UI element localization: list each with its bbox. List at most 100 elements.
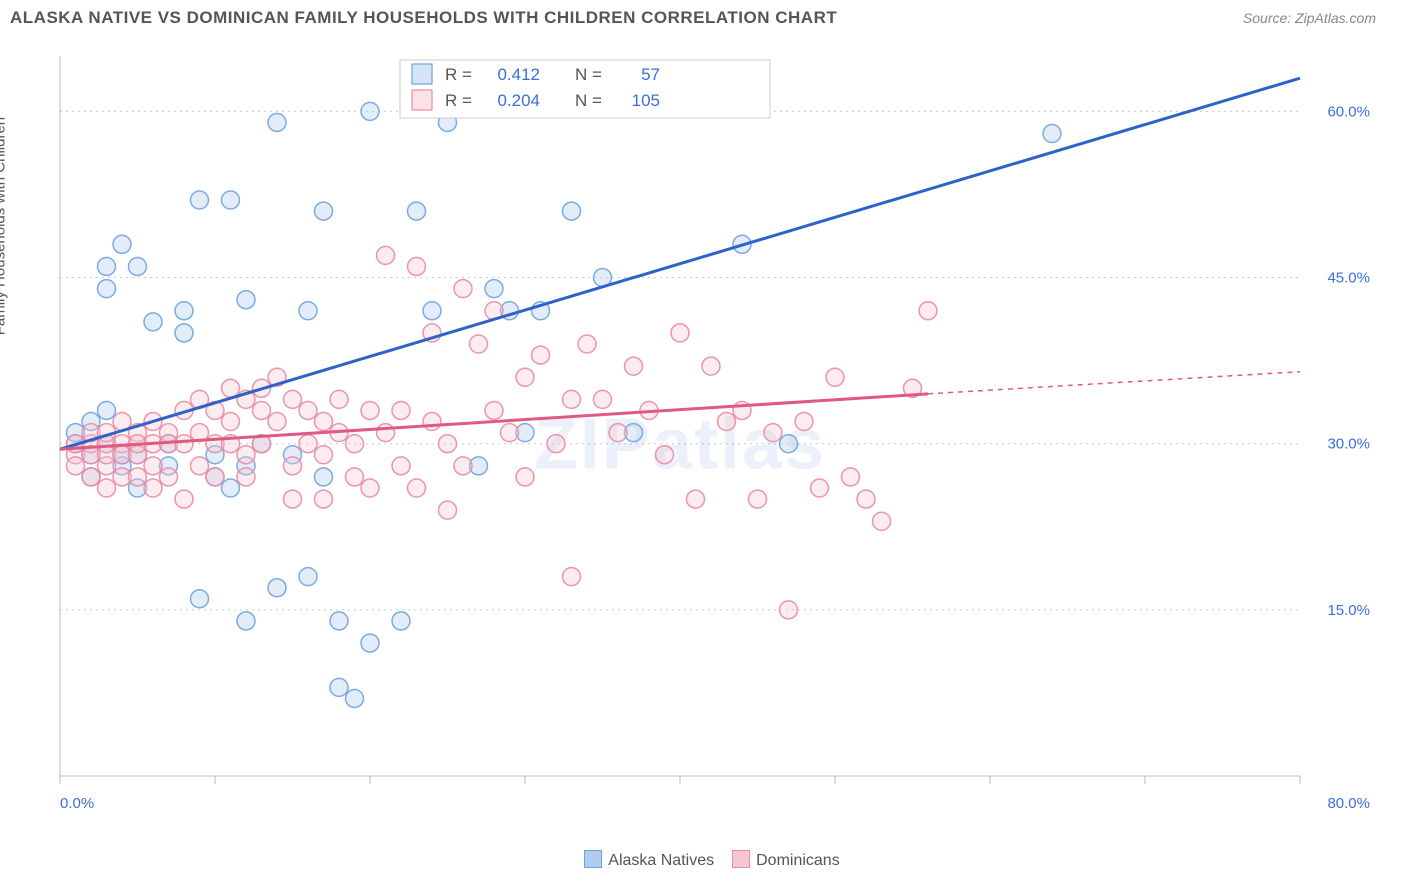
data-point-dominican — [315, 413, 333, 431]
scatter-plot: 15.0%30.0%45.0%60.0%0.0%80.0%ZIPatlasR =… — [10, 36, 1370, 836]
data-point-dominican — [470, 335, 488, 353]
data-point-dominican — [873, 512, 891, 530]
data-point-alaska — [268, 113, 286, 131]
legend-r-label: R = — [445, 65, 472, 84]
data-point-alaska — [237, 291, 255, 309]
bottom-legend-swatch-dominican — [732, 850, 750, 868]
data-point-dominican — [408, 479, 426, 497]
legend-n-label: N = — [575, 65, 602, 84]
trend-line-alaska — [60, 78, 1300, 449]
data-point-dominican — [656, 446, 674, 464]
data-point-dominican — [454, 280, 472, 298]
data-point-alaska — [315, 468, 333, 486]
data-point-dominican — [439, 501, 457, 519]
data-point-dominican — [625, 357, 643, 375]
data-point-dominican — [671, 324, 689, 342]
y-tick-label: 45.0% — [1327, 270, 1370, 287]
data-point-dominican — [408, 257, 426, 275]
data-point-dominican — [749, 490, 767, 508]
legend-n-value-dominican: 105 — [632, 91, 660, 110]
data-point-dominican — [485, 401, 503, 419]
data-point-alaska — [780, 435, 798, 453]
data-point-dominican — [919, 302, 937, 320]
data-point-dominican — [702, 357, 720, 375]
data-point-dominican — [144, 479, 162, 497]
data-point-dominican — [299, 401, 317, 419]
data-point-alaska — [98, 401, 116, 419]
chart-area: Family Households with Children 15.0%30.… — [10, 36, 1396, 836]
data-point-dominican — [594, 390, 612, 408]
data-point-alaska — [315, 202, 333, 220]
data-point-alaska — [237, 612, 255, 630]
bottom-legend-swatch-alaska — [584, 850, 602, 868]
data-point-alaska — [129, 257, 147, 275]
source-prefix: Source: — [1243, 10, 1295, 26]
data-point-alaska — [222, 191, 240, 209]
data-point-dominican — [361, 401, 379, 419]
data-point-dominican — [780, 601, 798, 619]
data-point-dominican — [284, 390, 302, 408]
data-point-dominican — [346, 435, 364, 453]
y-tick-label: 60.0% — [1327, 103, 1370, 120]
data-point-dominican — [175, 435, 193, 453]
data-point-dominican — [315, 490, 333, 508]
data-point-alaska — [330, 612, 348, 630]
data-point-dominican — [82, 468, 100, 486]
data-point-alaska — [222, 479, 240, 497]
data-point-dominican — [516, 368, 534, 386]
data-point-dominican — [532, 346, 550, 364]
data-point-alaska — [191, 590, 209, 608]
legend-r-value-alaska: 0.412 — [497, 65, 540, 84]
data-point-alaska — [361, 634, 379, 652]
bottom-legend-label-alaska: Alaska Natives — [608, 852, 714, 869]
data-point-alaska — [113, 235, 131, 253]
data-point-dominican — [501, 424, 519, 442]
data-point-alaska — [175, 302, 193, 320]
data-point-dominican — [191, 457, 209, 475]
data-point-dominican — [237, 446, 255, 464]
data-point-alaska — [98, 257, 116, 275]
chart-header: ALASKA NATIVE VS DOMINICAN FAMILY HOUSEH… — [0, 0, 1406, 36]
data-point-dominican — [144, 457, 162, 475]
y-axis-label: Family Households with Children — [0, 117, 9, 335]
data-point-dominican — [826, 368, 844, 386]
data-point-dominican — [811, 479, 829, 497]
chart-title: ALASKA NATIVE VS DOMINICAN FAMILY HOUSEH… — [10, 8, 837, 28]
legend-swatch-dominican — [412, 90, 432, 110]
data-point-dominican — [578, 335, 596, 353]
data-point-dominican — [563, 390, 581, 408]
data-point-dominican — [346, 468, 364, 486]
data-point-dominican — [377, 246, 395, 264]
data-point-alaska — [144, 313, 162, 331]
data-point-dominican — [98, 479, 116, 497]
data-point-alaska — [392, 612, 410, 630]
data-point-dominican — [392, 457, 410, 475]
x-max-label: 80.0% — [1327, 795, 1370, 812]
data-point-dominican — [129, 468, 147, 486]
data-point-dominican — [315, 446, 333, 464]
data-point-dominican — [222, 379, 240, 397]
data-point-alaska — [423, 302, 441, 320]
legend-swatch-alaska — [412, 64, 432, 84]
data-point-dominican — [547, 435, 565, 453]
data-point-dominican — [377, 424, 395, 442]
data-point-alaska — [330, 678, 348, 696]
data-point-dominican — [392, 401, 410, 419]
data-point-dominican — [253, 401, 271, 419]
series-legend: Alaska NativesDominicans — [0, 850, 1406, 870]
trend-line-dashed-dominican — [928, 372, 1300, 394]
data-point-alaska — [563, 202, 581, 220]
data-point-dominican — [284, 490, 302, 508]
data-point-dominican — [439, 435, 457, 453]
data-point-dominican — [454, 457, 472, 475]
data-point-alaska — [98, 280, 116, 298]
data-point-dominican — [609, 424, 627, 442]
data-point-dominican — [175, 490, 193, 508]
data-point-alaska — [1043, 125, 1061, 143]
data-point-dominican — [795, 413, 813, 431]
legend-r-label: R = — [445, 91, 472, 110]
data-point-dominican — [222, 413, 240, 431]
data-point-dominican — [687, 490, 705, 508]
data-point-dominican — [284, 457, 302, 475]
data-point-dominican — [842, 468, 860, 486]
